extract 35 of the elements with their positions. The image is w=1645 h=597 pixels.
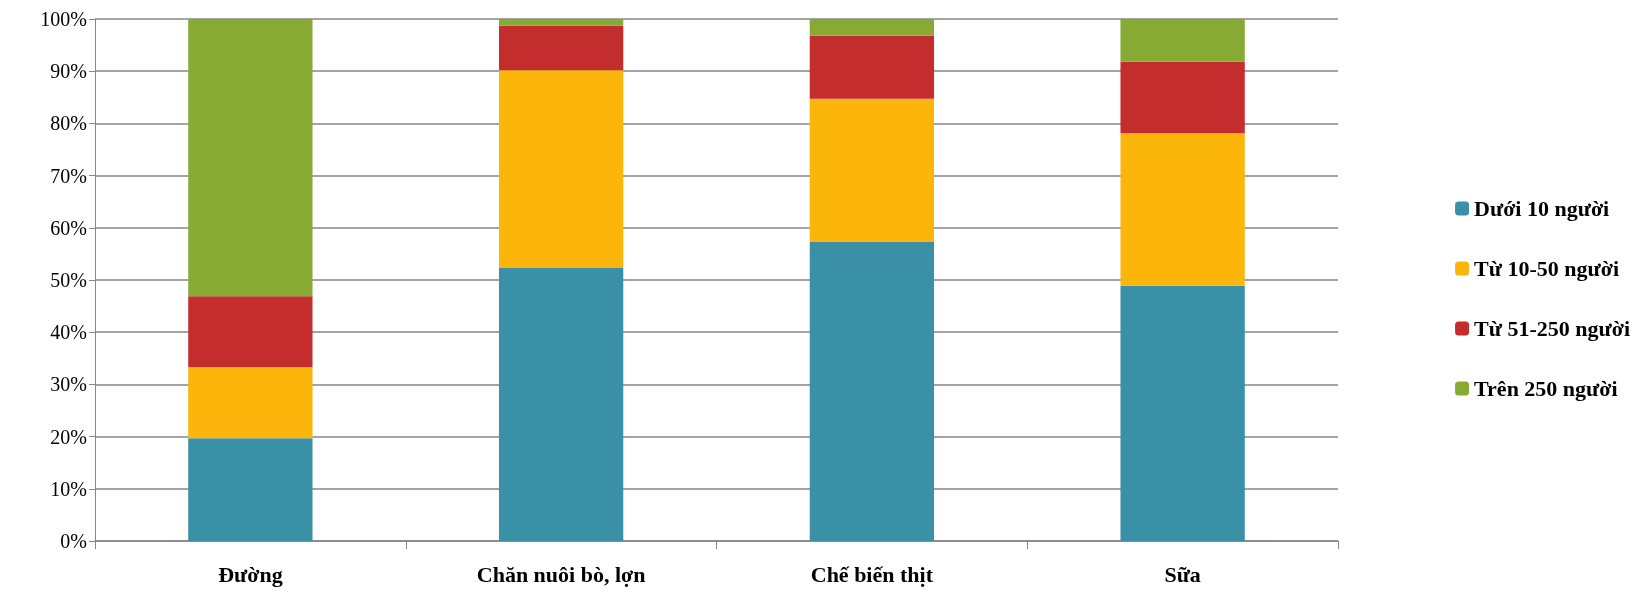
y-tick-label: 80% xyxy=(50,112,87,135)
y-tick-label: 30% xyxy=(50,373,87,396)
bar xyxy=(809,98,935,242)
bar xyxy=(1120,285,1245,541)
bar xyxy=(188,367,313,439)
legend-label: Từ 51-250 người xyxy=(1474,316,1630,341)
y-tick-label: 90% xyxy=(50,60,87,83)
y-tick-label: 40% xyxy=(50,321,87,344)
bar xyxy=(809,241,935,541)
y-tick-label: 100% xyxy=(40,8,87,30)
y-tick-label: 0% xyxy=(60,530,87,552)
bar xyxy=(809,35,935,99)
x-tick-label: Đường xyxy=(218,561,283,587)
bar xyxy=(498,267,624,541)
x-tick-label: Chế biến thịt xyxy=(810,561,934,587)
legend-label: Dưới 10 người xyxy=(1474,196,1610,221)
y-tick-label: 60% xyxy=(50,216,87,239)
x-tick-label: Sữa xyxy=(1164,561,1201,587)
bar xyxy=(1120,61,1245,134)
y-tick-label: 10% xyxy=(50,477,87,500)
bar xyxy=(188,296,313,368)
x-tick-label: Chăn nuôi bò, lợn xyxy=(476,561,646,587)
legend-label: Từ 10-50 người xyxy=(1474,256,1619,281)
y-tick-label: 70% xyxy=(50,164,87,187)
bar xyxy=(498,25,624,71)
bar xyxy=(498,19,624,26)
y-tick-label: 20% xyxy=(50,425,87,448)
bar xyxy=(1120,19,1245,62)
bar xyxy=(809,19,935,36)
bar xyxy=(188,19,313,297)
bar xyxy=(1120,133,1245,286)
bar xyxy=(498,70,624,268)
y-tick-label: 50% xyxy=(50,269,87,291)
legend-label: Trên 250 người xyxy=(1474,376,1618,401)
bar xyxy=(188,438,313,541)
